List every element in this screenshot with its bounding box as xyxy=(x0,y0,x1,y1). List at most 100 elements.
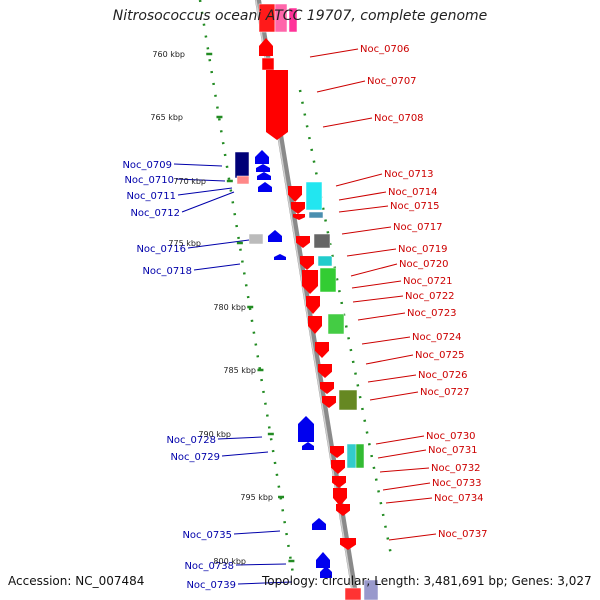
gene-feature-41 xyxy=(332,476,346,488)
leader-line-noc_0709 xyxy=(173,163,223,167)
leader-line-noc_0707 xyxy=(316,80,366,93)
gene-feature-26 xyxy=(319,267,337,293)
leader-line-noc_0732 xyxy=(379,467,430,473)
gene-label-noc_0709: Noc_0709 xyxy=(122,160,172,171)
leader-line-noc_0726 xyxy=(367,374,417,383)
scale-label-5: 780 kbp xyxy=(213,303,246,312)
scale-label-1: 760 kbp xyxy=(152,50,185,59)
leader-line-noc_0724 xyxy=(361,336,411,345)
leader-line-noc_0719 xyxy=(346,248,397,257)
leader-line-layer xyxy=(173,48,437,585)
gene-label-noc_0720: Noc_0720 xyxy=(399,259,449,270)
gene-feature-30 xyxy=(315,342,329,358)
gene-feature-36 xyxy=(302,442,314,450)
leader-line-noc_0731 xyxy=(377,449,427,459)
gene-label-noc_0735: Noc_0735 xyxy=(182,530,232,541)
leader-line-noc_0722 xyxy=(352,295,404,303)
scale-label-layer: 760 kbp 765 kbp 770 kbp 775 kbp 780 kbp 785 k… xyxy=(150,50,295,566)
leader-line-noc_0711 xyxy=(177,187,233,196)
leader-line-noc_0734 xyxy=(385,497,433,504)
genome-info-text: Topology: circular; Length: 3,481,691 bp… xyxy=(262,574,592,588)
map-title: Nitrosococcus oceani ATCC 19707, complet… xyxy=(112,8,488,24)
gene-label-noc_0726: Noc_0726 xyxy=(418,370,468,381)
gene-feature-11 xyxy=(257,172,271,180)
leader-line-noc_0735 xyxy=(233,530,281,535)
gene-feature-24 xyxy=(317,255,333,267)
gene-feature-8 xyxy=(236,175,250,185)
gene-feature-45 xyxy=(340,538,356,550)
gene-label-noc_0733: Noc_0733 xyxy=(432,478,482,489)
gene-feature-29 xyxy=(327,313,345,335)
gene-feature-47 xyxy=(320,566,332,578)
dashed-guide-layer xyxy=(198,0,394,581)
gene-feature-25 xyxy=(302,270,318,294)
gene-label-noc_0721: Noc_0721 xyxy=(403,276,453,287)
scale-label-7: 790 kbp xyxy=(198,430,231,439)
leader-line-noc_0710 xyxy=(175,178,226,182)
leader-line-noc_0706 xyxy=(309,48,359,58)
leader-line-noc_0720 xyxy=(350,263,398,277)
gene-label-noc_0739: Noc_0739 xyxy=(186,580,236,591)
gene-feature-37 xyxy=(330,446,344,458)
gene-label-noc_0710: Noc_0710 xyxy=(124,175,174,186)
leader-line-noc_0727 xyxy=(369,391,419,401)
gene-feature-32 xyxy=(320,382,334,394)
gene-feature-43 xyxy=(336,504,350,516)
leader-line-noc_0721 xyxy=(351,280,402,289)
leader-line-noc_0723 xyxy=(357,312,406,321)
gene-feature-3 xyxy=(288,7,298,33)
leader-line-noc_0725 xyxy=(365,354,414,365)
gene-feature-7 xyxy=(234,151,250,179)
gene-label-noc_0729: Noc_0729 xyxy=(170,452,220,463)
gene-feature-20 xyxy=(274,254,286,260)
leader-line-noc_0728 xyxy=(217,436,263,440)
leader-line-noc_0739 xyxy=(237,581,293,585)
gene-label-noc_0712: Noc_0712 xyxy=(130,208,180,219)
gene-feature-44 xyxy=(312,518,326,530)
gene-label-noc_0715: Noc_0715 xyxy=(390,201,440,212)
leader-line-noc_0714 xyxy=(338,191,387,201)
gene-label-noc_0724: Noc_0724 xyxy=(412,332,462,343)
leader-line-noc_0718 xyxy=(193,263,241,271)
scale-label-2: 765 kbp xyxy=(150,113,183,122)
gene-feature-12 xyxy=(258,182,272,192)
gene-label-noc_0731: Noc_0731 xyxy=(428,445,478,456)
gene-feature-14 xyxy=(291,202,305,214)
gene-feature-49 xyxy=(363,579,379,600)
gene-feature-46 xyxy=(316,552,330,568)
gene-feature-27 xyxy=(306,296,320,314)
gene-feature-13 xyxy=(288,186,302,202)
leader-line-noc_0730 xyxy=(375,435,425,445)
leader-line-noc_0733 xyxy=(382,482,431,491)
scale-label-6: 785 kbp xyxy=(223,366,256,375)
accession-text: Accession: NC_007484 xyxy=(8,574,145,588)
gene-feature-42 xyxy=(333,488,347,506)
gene-label-noc_0738: Noc_0738 xyxy=(184,561,234,572)
leader-line-noc_0716 xyxy=(187,239,250,249)
gene-label-noc_0717: Noc_0717 xyxy=(393,222,443,233)
gene-feature-28 xyxy=(308,316,322,334)
gene-label-noc_0707: Noc_0707 xyxy=(367,76,417,87)
gene-feature-22 xyxy=(313,233,331,249)
gene-label-noc_0737: Noc_0737 xyxy=(438,529,488,540)
feature-layer xyxy=(234,3,379,600)
leader-line-noc_0738 xyxy=(235,563,287,566)
gene-label-noc_0714: Noc_0714 xyxy=(388,187,438,198)
gene-feature-34 xyxy=(338,389,358,411)
gene-label-noc_0716: Noc_0716 xyxy=(136,244,186,255)
leader-line-noc_0708 xyxy=(322,117,373,128)
gene-label-noc_0708: Noc_0708 xyxy=(374,113,424,124)
gene-feature-35 xyxy=(298,416,314,442)
gene-label-noc_0719: Noc_0719 xyxy=(398,244,448,255)
leader-line-noc_0712 xyxy=(181,191,235,213)
gene-label-noc_0722: Noc_0722 xyxy=(405,291,455,302)
leader-line-noc_0729 xyxy=(221,451,269,457)
gene-feature-31 xyxy=(318,364,332,378)
leader-line-noc_0713 xyxy=(335,173,383,187)
gene-feature-5 xyxy=(261,57,275,71)
gene-label-noc_0734: Noc_0734 xyxy=(434,493,484,504)
gene-label-noc_0711: Noc_0711 xyxy=(126,191,176,202)
gene-label-noc_0713: Noc_0713 xyxy=(384,169,434,180)
gene-feature-38 xyxy=(346,443,358,469)
